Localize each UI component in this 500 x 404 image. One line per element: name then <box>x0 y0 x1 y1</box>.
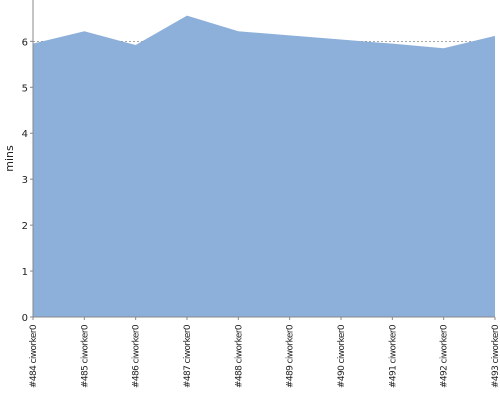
x-tick-label: #492 ciworker0 <box>440 324 450 388</box>
area-fill <box>33 16 495 317</box>
y-tick-labels: 0 1 2 3 4 5 6 <box>22 37 28 324</box>
y-tick-label: 5 <box>22 83 28 94</box>
x-tick-label: #485 ciworker0 <box>80 324 90 388</box>
x-tick-label: #484 ciworker0 <box>29 324 39 388</box>
y-tick-label: 0 <box>22 313 28 324</box>
y-tick-label: 2 <box>22 221 28 232</box>
x-tick-label: #486 ciworker0 <box>132 324 142 388</box>
x-tick-label: #489 ciworker0 <box>286 324 296 388</box>
y-tick-label: 3 <box>22 175 28 186</box>
x-tick-label: #491 ciworker0 <box>388 324 398 388</box>
x-tick-label: #493 ciworker0 <box>491 324 500 388</box>
x-tick-label: #487 ciworker0 <box>183 324 193 388</box>
x-tick-label: #488 ciworker0 <box>234 324 244 388</box>
y-tick-label: 6 <box>22 37 28 48</box>
y-axis-title: mins <box>3 145 16 172</box>
x-tick-labels: #484 ciworker0 #485 ciworker0 #486 ciworke… <box>29 324 500 388</box>
area-series <box>33 16 495 317</box>
x-tick-label: #490 ciworker0 <box>337 324 347 388</box>
y-tick-label: 1 <box>22 267 28 278</box>
y-tick-label: 4 <box>22 129 28 140</box>
